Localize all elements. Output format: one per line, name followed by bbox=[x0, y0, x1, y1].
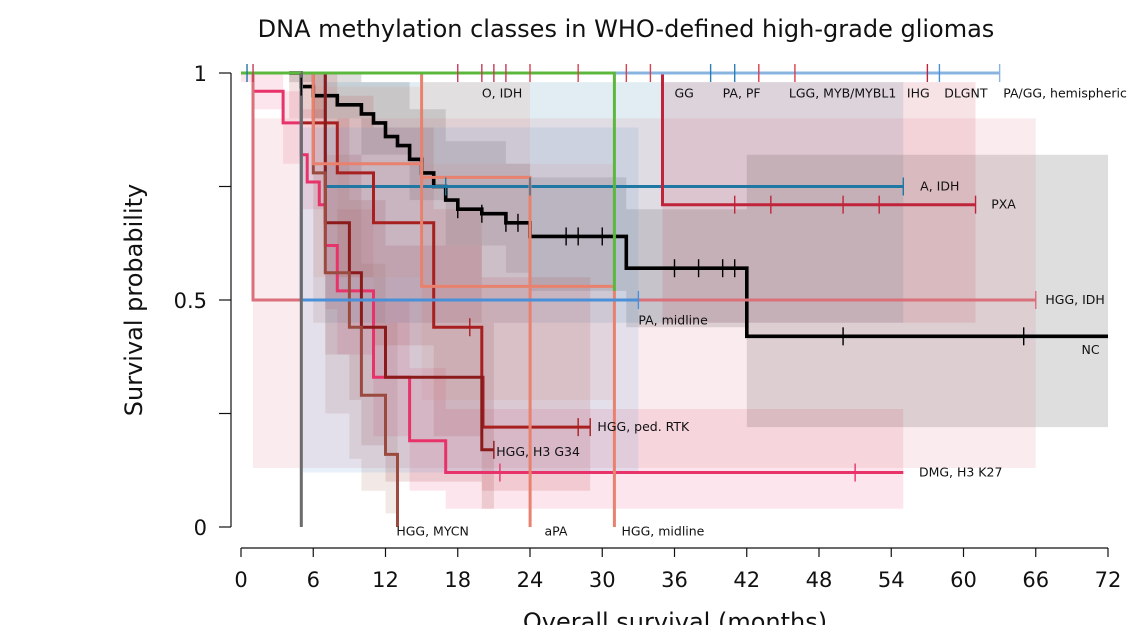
curve-dmg-h3-k27 bbox=[241, 71, 904, 474]
series-label-hgg-idh: HGG, IDH bbox=[1045, 292, 1104, 307]
x-tick-label: 54 bbox=[878, 568, 905, 592]
curve-unlabeled bbox=[241, 71, 616, 291]
series-label-o-idh: O, IDH bbox=[482, 85, 523, 100]
x-tick-label: 66 bbox=[1022, 568, 1049, 592]
x-tick-label: 6 bbox=[307, 568, 320, 592]
ci-band-hgg-idh bbox=[241, 73, 1036, 468]
series-label-dmg-h3-k27: DMG, H3 K27 bbox=[919, 465, 1002, 480]
series-label-nc: NC bbox=[1082, 342, 1100, 357]
x-axis-title: Overall survival (months) bbox=[523, 608, 827, 625]
curve-hgg-mycn bbox=[301, 71, 399, 527]
x-tick-label: 60 bbox=[950, 568, 977, 592]
series-label-pa-pf: PA, PF bbox=[723, 85, 761, 100]
x-tick-label: 30 bbox=[589, 568, 616, 592]
survival-curves bbox=[241, 71, 1108, 527]
ci-band-hgg-h3-g34 bbox=[313, 73, 494, 509]
series-label-apa: aPA bbox=[544, 524, 567, 539]
series-label-pa-midline: PA, midline bbox=[638, 312, 708, 327]
x-tick-label: 0 bbox=[234, 568, 247, 592]
ci-band-dmg-h3-k27 bbox=[241, 73, 904, 509]
y-axis: 00.51 bbox=[174, 62, 232, 540]
y-tick-label: 0.5 bbox=[174, 289, 207, 313]
series-label-hgg-h3-g34: HGG, H3 G34 bbox=[496, 444, 580, 459]
x-tick-label: 36 bbox=[661, 568, 688, 592]
y-tick-label: 0 bbox=[194, 516, 207, 540]
x-tick-label: 18 bbox=[444, 568, 471, 592]
series-label-dlgnt: DLGNT bbox=[944, 85, 988, 100]
series-label-gg: GG bbox=[675, 85, 694, 100]
chart-title: DNA methylation classes in WHO-defined h… bbox=[258, 15, 995, 43]
series-label-a-idh: A, IDH bbox=[920, 179, 959, 194]
y-tick-label: 1 bbox=[194, 62, 207, 86]
series-label-lgg-myb-mybl1: LGG, MYB/MYBL1 bbox=[789, 85, 896, 100]
series-label-pa-gg-hemispheric: PA/GG, hemispheric bbox=[1003, 85, 1127, 100]
series-label-hgg-midline: HGG, midline bbox=[622, 524, 705, 539]
x-tick-label: 12 bbox=[372, 568, 399, 592]
ci-band-a-idh bbox=[241, 73, 904, 323]
y-axis-title: Survival probability bbox=[120, 184, 148, 416]
x-tick-label: 72 bbox=[1095, 568, 1122, 592]
ci-band-nc bbox=[289, 73, 1108, 428]
series-label-hgg-ped-rtk: HGG, ped. RTK bbox=[597, 419, 690, 434]
x-tick-label: 24 bbox=[517, 568, 544, 592]
x-tick-label: 48 bbox=[806, 568, 833, 592]
ci-band-hgg-ped-rtk bbox=[289, 73, 591, 491]
series-labels: O, IDH GG PA, PF LGG, MYB/MYBL1 IHG DLGNT PA/G… bbox=[396, 85, 1127, 538]
series-label-ihg: IHG bbox=[907, 85, 930, 100]
ci-band-pxa bbox=[241, 73, 976, 323]
x-axis: 0 6 12 18 24 30 36 42 48 54 60 66 72 bbox=[234, 547, 1122, 592]
series-label-pxa: PXA bbox=[991, 197, 1016, 212]
series-label-hgg-mycn: HGG, MYCN bbox=[396, 524, 469, 539]
x-tick-label: 42 bbox=[733, 568, 760, 592]
censor-marks bbox=[246, 64, 1037, 482]
